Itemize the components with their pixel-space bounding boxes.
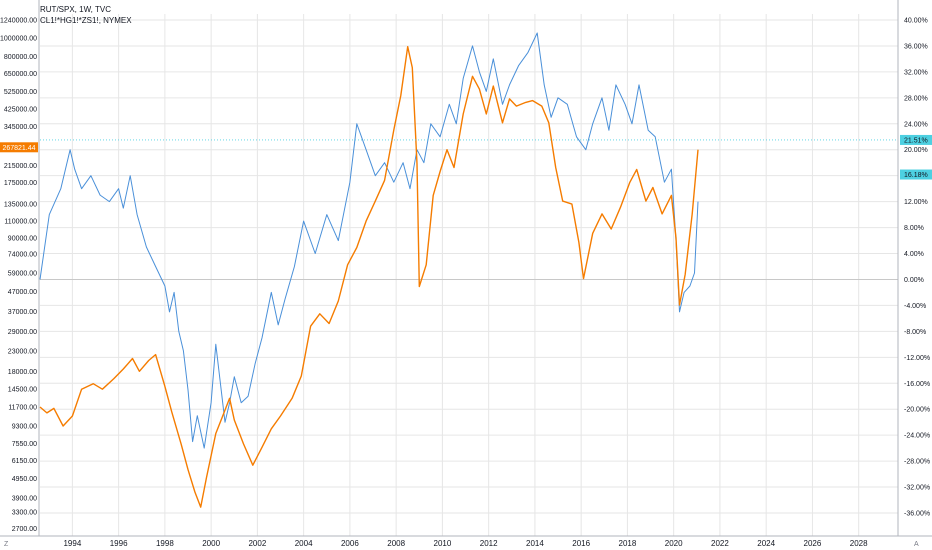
right-axis-tick-label: 12.00%: [904, 199, 928, 206]
time-axis-tick-label: 2006: [341, 539, 359, 548]
right-axis-tick-label: -16.00%: [904, 381, 930, 388]
time-axis-tick-label: 1994: [63, 539, 81, 548]
legend-secondary-symbol[interactable]: CL1!*HG1!*ZS1!, NYMEX: [40, 16, 132, 25]
time-axis-tick-label: 2018: [619, 539, 637, 548]
right-axis-tick-label: 0.00%: [904, 277, 924, 284]
left-axis-tick-label: 1240000.00: [0, 18, 37, 25]
left-axis-tick-label: 110000.00: [4, 219, 37, 226]
time-axis-tick-label: 1998: [156, 539, 174, 548]
left-axis-tick-label: 1000000.00: [0, 36, 37, 43]
left-axis-tick-label: 345000.00: [4, 124, 37, 131]
right-axis-tick-label: -36.00%: [904, 511, 930, 518]
right-axis-tick-label: 4.00%: [904, 251, 924, 258]
time-axis-tick-label: 2020: [665, 539, 683, 548]
time-axis-tick-label: 2024: [757, 539, 775, 548]
right-axis-tick-label: 20.00%: [904, 147, 928, 154]
time-axis-tick-label: 2022: [711, 539, 729, 548]
left-axis-tick-label: 37000.00: [8, 309, 37, 316]
left-axis-tick-label: 9300.00: [12, 424, 37, 431]
right-axis-tick-label: 28.00%: [904, 95, 928, 102]
left-axis-tick-label: 4950.00: [12, 476, 37, 483]
corner-right-label[interactable]: A: [914, 541, 919, 548]
left-axis-tick-label: 11700.00: [8, 405, 37, 412]
corner-left-label[interactable]: Z: [4, 541, 9, 548]
right-axis-tick-label: -4.00%: [904, 303, 926, 310]
right-axis-tick-label: -8.00%: [904, 329, 926, 336]
chart-legend: RUT/SPX, 1W, TVC CL1!*HG1!*ZS1!, NYMEX: [40, 4, 132, 26]
time-axis-tick-label: 1996: [110, 539, 128, 548]
time-axis-tick-label: 2016: [572, 539, 590, 548]
left-axis-tick-label: 800000.00: [4, 54, 37, 61]
time-axis-tick-label: 2002: [248, 539, 266, 548]
right-axis-tick-label: 32.00%: [904, 69, 928, 76]
axes: [0, 0, 932, 537]
time-axis-tick-label: 2004: [295, 539, 313, 548]
series-line-blue[interactable]: [39, 32, 699, 449]
left-axis-tick-label: 6150.00: [12, 458, 37, 465]
time-axis-tick-label: 2026: [804, 539, 822, 548]
time-axis[interactable]: 1994 1996 1998 2000 2002 2004 2006 2008 2010 2012…: [63, 539, 868, 548]
left-axis-tick-label: 650000.00: [4, 71, 37, 78]
right-axis-tick-label: 40.00%: [904, 18, 928, 25]
right-axis-tick-label: 36.00%: [904, 43, 928, 50]
right-last-value-badge: [900, 169, 932, 180]
right-last-value-badge: [900, 134, 932, 145]
left-axis-tick-label: 47000.00: [8, 289, 37, 296]
time-axis-tick-label: 2028: [850, 539, 868, 548]
time-axis-tick-label: 2010: [434, 539, 452, 548]
right-axis-tick-label: -24.00%: [904, 433, 930, 440]
time-axis-tick-label: 2014: [526, 539, 544, 548]
right-last-value-text: 16.18%: [904, 172, 928, 179]
left-axis-tick-label: 2700.00: [12, 526, 37, 533]
right-axis-tick-label: -20.00%: [904, 407, 930, 414]
time-axis-tick-label: 2008: [387, 539, 405, 548]
left-axis-tick-label: 175000.00: [4, 180, 37, 187]
left-axis-tick-label: 90000.00: [8, 235, 37, 242]
left-axis-tick-label: 59000.00: [8, 270, 37, 277]
left-axis-tick-label: 135000.00: [4, 202, 37, 209]
left-axis-tick-label: 23000.00: [8, 348, 37, 355]
right-axis-tick-label: 24.00%: [904, 121, 928, 128]
legend-main-symbol[interactable]: RUT/SPX, 1W, TVC: [40, 5, 111, 14]
left-axis-tick-label: 14500.00: [8, 387, 37, 394]
left-last-value-text: 267821.44: [2, 145, 35, 152]
left-axis-tick-label: 425000.00: [4, 106, 37, 113]
left-price-axis[interactable]: 1240000.00 1000000.00 800000.00 650000.00 52…: [0, 18, 37, 533]
left-axis-tick-label: 215000.00: [4, 163, 37, 170]
time-axis-tick-label: 2012: [480, 539, 498, 548]
left-axis-tick-label: 7550.00: [12, 441, 37, 448]
left-axis-tick-label: 18000.00: [8, 369, 37, 376]
plot-area[interactable]: [39, 32, 898, 508]
left-axis-tick-label: 3900.00: [12, 496, 37, 503]
right-axis-tick-label: -28.00%: [904, 459, 930, 466]
time-axis-tick-label: 2000: [202, 539, 220, 548]
left-axis-tick-label: 3300.00: [12, 510, 37, 517]
left-axis-tick-label: 525000.00: [4, 89, 37, 96]
right-axis-tick-label: -12.00%: [904, 355, 930, 362]
right-axis-tick-label: 8.00%: [904, 225, 924, 232]
left-axis-tick-label: 74000.00: [8, 251, 37, 258]
last-value-badges: 267821.44 21.51% 16.18%: [0, 134, 932, 180]
right-axis-tick-label: -32.00%: [904, 485, 930, 492]
left-last-value-badge: [0, 142, 38, 153]
right-last-value-text: 21.51%: [904, 137, 928, 144]
series-line-orange[interactable]: [39, 46, 699, 508]
left-axis-tick-label: 29000.00: [8, 329, 37, 336]
